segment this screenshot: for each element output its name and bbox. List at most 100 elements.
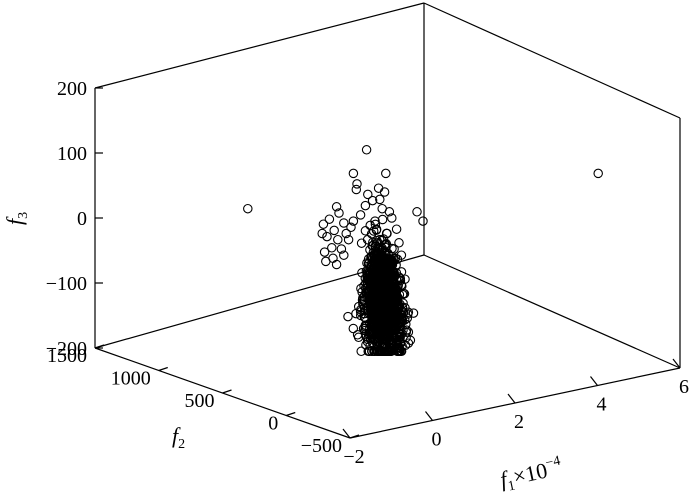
data-point (403, 309, 413, 319)
data-point (387, 213, 397, 223)
data-point (379, 323, 389, 333)
data-point (366, 302, 377, 313)
data-point (355, 210, 366, 220)
data-point (358, 297, 368, 307)
data-point (401, 325, 412, 335)
data-point (360, 200, 371, 211)
data-point (405, 335, 416, 346)
x-tick-mark (425, 411, 433, 421)
data-point (362, 337, 373, 347)
z-axis-label: f3 (2, 212, 31, 225)
data-point (361, 287, 372, 298)
data-point (390, 318, 401, 328)
data-point (375, 194, 385, 205)
data-point (369, 324, 379, 335)
data-point (369, 346, 380, 357)
data-point (387, 256, 397, 266)
data-point (380, 346, 390, 357)
data-point (348, 323, 359, 334)
data-point (418, 216, 428, 226)
y-tick-label: 1000 (111, 368, 151, 390)
data-point (372, 346, 383, 357)
data-point (412, 207, 422, 217)
y-tick-mark (349, 434, 360, 439)
data-point (365, 245, 375, 255)
x-tick-mark (672, 358, 681, 369)
data-point (322, 231, 332, 242)
data-point (243, 203, 253, 214)
data-point (351, 184, 362, 195)
data-point (380, 239, 391, 249)
y-tick-mark (94, 344, 105, 349)
data-point (386, 302, 397, 313)
x-tick-label: 6 (679, 376, 689, 398)
data-point (394, 317, 404, 328)
data-point (352, 330, 363, 340)
data-point (375, 314, 385, 325)
data-point (370, 249, 380, 260)
z-tick-label: 200 (57, 78, 87, 100)
y-tick-label: −500 (301, 435, 342, 457)
z-tick-label: 0 (77, 208, 87, 230)
data-point (376, 269, 387, 280)
data-point (397, 328, 407, 339)
data-point (399, 289, 410, 299)
axis-ticks: −200 −100 0 100 200 −500 0 500 1000 1500 −2 0 2 4 6 (46, 78, 689, 468)
data-point (380, 261, 390, 271)
data-point (366, 261, 377, 271)
data-point (379, 187, 390, 197)
data-point (377, 203, 387, 214)
data-point (341, 228, 351, 239)
data-point (324, 214, 335, 224)
data-point (334, 208, 344, 218)
data-point (377, 214, 388, 225)
data-point (361, 145, 372, 155)
x-tick-mark (342, 428, 351, 439)
z-tick-label: −100 (46, 273, 87, 295)
data-point (397, 341, 407, 352)
data-point (363, 189, 373, 200)
data-point (321, 256, 331, 267)
y-tick-label: 0 (268, 413, 278, 435)
data-point (348, 216, 359, 226)
data-point (389, 244, 399, 254)
data-point (319, 247, 330, 257)
data-point (360, 320, 371, 331)
data-point (400, 274, 410, 284)
data-point (318, 219, 329, 229)
data-point (391, 295, 402, 305)
data-point (593, 168, 603, 179)
data-point (339, 218, 349, 228)
data-point (343, 311, 353, 322)
data-point (373, 304, 383, 314)
data-point (408, 308, 419, 318)
x-axis-label: f1×10−4 (498, 453, 565, 495)
data-point (357, 268, 367, 278)
data-point (382, 228, 392, 239)
x-tick-mark (507, 393, 516, 404)
frame-floor-right (423, 254, 681, 369)
data-point (343, 234, 354, 245)
data-point (372, 274, 383, 285)
data-points (243, 145, 603, 357)
z-tick-label: −200 (46, 338, 87, 360)
data-point (348, 168, 359, 179)
data-point (378, 293, 388, 304)
data-point (351, 308, 361, 319)
data-point (365, 220, 375, 231)
data-point (367, 195, 378, 206)
data-point (388, 275, 399, 285)
x-tick-label: 2 (514, 411, 524, 433)
data-point (331, 259, 342, 270)
data-point (333, 234, 343, 245)
frame-back-top (94, 2, 425, 89)
data-point (331, 202, 342, 212)
data-point (373, 261, 384, 271)
data-point (336, 244, 347, 254)
data-point (373, 183, 384, 193)
data-point (329, 225, 339, 236)
y-axis-label: f2 (172, 423, 185, 452)
data-point (391, 224, 402, 234)
data-point (376, 346, 386, 357)
